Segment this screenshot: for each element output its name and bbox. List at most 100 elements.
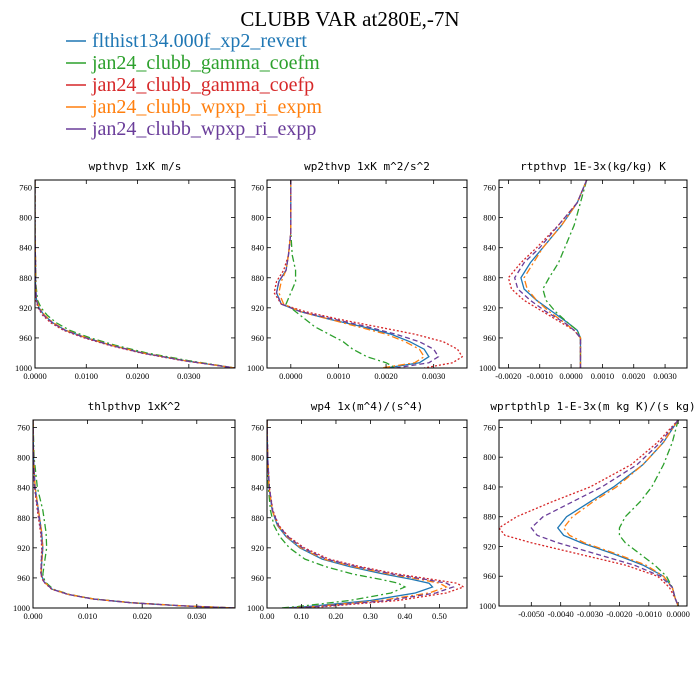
x-tick-label: 0.0030 [422, 371, 445, 381]
series-line-4 [562, 420, 679, 606]
series-line-4 [33, 420, 235, 608]
plot-frame [498, 179, 688, 369]
x-tick-label: 0.0020 [622, 371, 645, 381]
y-tick-label: 760 [19, 183, 32, 193]
y-tick-label: 960 [251, 333, 264, 343]
y-tick-label: 920 [19, 303, 32, 313]
series-line-1 [267, 420, 434, 608]
y-tick-label: 920 [483, 541, 496, 551]
plot-frame [266, 419, 468, 609]
y-tick-label: 840 [251, 483, 264, 493]
series-line-5 [275, 180, 440, 368]
y-tick-label: 960 [17, 573, 30, 583]
panel-title: wprtpthlp 1-E-3x(m kg K)/(s kg) [490, 400, 695, 413]
x-tick-label: 0.0000 [279, 371, 302, 381]
y-tick-label: 800 [19, 213, 32, 223]
series-line-2 [35, 180, 235, 368]
legend: flthist134.000f_xp2_revertjan24_clubb_ga… [66, 30, 322, 140]
figure-title: CLUBB VAR at280E,-7N [240, 7, 459, 31]
y-tick-label: 840 [17, 483, 30, 493]
x-tick-label: -0.0010 [636, 609, 662, 619]
y-tick-label: 920 [251, 543, 264, 553]
y-tick-label: 1000 [247, 603, 264, 613]
x-tick-label: -0.0020 [495, 371, 521, 381]
x-tick-label: 0.0030 [653, 371, 676, 381]
plot-frame [34, 179, 236, 369]
y-tick-label: 760 [251, 183, 264, 193]
y-tick-label: 760 [483, 422, 496, 432]
series-line-2 [267, 420, 407, 608]
y-tick-label: 760 [251, 423, 264, 433]
series-line-5 [35, 180, 235, 368]
series-line-3 [35, 180, 235, 368]
series-line-3 [33, 420, 235, 608]
series-line-5 [267, 420, 455, 608]
y-tick-label: 960 [483, 333, 496, 343]
y-tick-label: 880 [251, 513, 264, 523]
x-tick-label: 0.20 [329, 611, 344, 621]
x-tick-label: 0.10 [294, 611, 309, 621]
y-tick-label: 840 [483, 482, 496, 492]
series-line-4 [278, 180, 426, 368]
x-tick-label: 0.00 [260, 611, 275, 621]
legend-label-1: flthist134.000f_xp2_revert [92, 30, 307, 52]
y-tick-label: 800 [251, 213, 264, 223]
y-tick-label: 920 [251, 303, 264, 313]
panels: wpthvp 1xK m/s76080084088092096010000.00… [13, 160, 696, 621]
y-tick-label: 800 [17, 453, 30, 463]
series-line-1 [35, 180, 235, 368]
plot-frame [498, 419, 688, 607]
y-tick-label: 760 [17, 423, 30, 433]
panel-title: wp2thvp 1xK m^2/s^2 [304, 160, 430, 173]
x-tick-label: -0.0020 [606, 609, 632, 619]
series-line-1 [33, 420, 235, 608]
y-tick-label: 880 [251, 273, 264, 283]
series-line-3 [499, 420, 679, 606]
y-tick-label: 1000 [15, 363, 32, 373]
panel-title: rtpthvp 1E-3x(kg/kg) K [520, 160, 666, 173]
series-line-2 [618, 420, 679, 606]
y-tick-label: 800 [483, 213, 496, 223]
y-tick-label: 840 [251, 243, 264, 253]
y-tick-label: 920 [17, 543, 30, 553]
legend-label-4: jan24_clubb_wpxp_ri_expm [91, 96, 322, 118]
y-tick-label: 760 [483, 183, 496, 193]
plot-frame [32, 419, 236, 609]
series-line-5 [530, 420, 679, 606]
series-line-4 [523, 180, 588, 368]
y-tick-label: 1000 [247, 363, 264, 373]
y-tick-label: 880 [19, 273, 32, 283]
x-tick-label: 0.0100 [75, 371, 98, 381]
panel-2: wp2thvp 1xK m^2/s^2 760 800 840 880 920 960 100… [247, 160, 468, 381]
y-tick-label: 1000 [479, 601, 496, 611]
series-line-5 [33, 420, 235, 608]
x-tick-label: 0.0000 [559, 371, 582, 381]
series-line-1 [556, 420, 679, 606]
legend-label-3: jan24_clubb_gamma_coefp [91, 74, 314, 96]
series-line-4 [35, 180, 235, 368]
y-tick-label: 1000 [479, 363, 496, 373]
x-tick-label: 0.0300 [177, 371, 200, 381]
x-tick-label: 0.020 [133, 611, 152, 621]
y-tick-label: 840 [483, 243, 496, 253]
series-line-3 [507, 180, 588, 368]
plot-frame [266, 179, 468, 369]
y-tick-label: 960 [483, 571, 496, 581]
x-tick-label: -0.0050 [518, 609, 544, 619]
x-tick-label: 0.0020 [374, 371, 397, 381]
panel-title: wp4 1x(m^4)/(s^4) [311, 400, 424, 413]
x-tick-label: 0.40 [397, 611, 412, 621]
y-tick-label: 880 [17, 513, 30, 523]
legend-label-5: jan24_clubb_wpxp_ri_expp [91, 118, 316, 140]
panel-1: wpthvp 1xK m/s 760 800 840 880 920 960 10000.00… [15, 160, 236, 381]
y-tick-label: 960 [251, 573, 264, 583]
legend-label-2: jan24_clubb_gamma_coefm [91, 52, 320, 74]
panel-3: rtpthvp 1E-3x(kg/kg) K 760 800 840 880 920 960… [479, 160, 688, 381]
x-tick-label: -0.0030 [577, 609, 603, 619]
series-line-5 [513, 180, 588, 368]
panel-title: wpthvp 1xK m/s [89, 160, 182, 173]
x-tick-label: 0.0010 [327, 371, 350, 381]
panel-5: wp4 1x(m^4)/(s^4)76080084088092096010000… [247, 400, 468, 621]
x-tick-label: 0.50 [432, 611, 447, 621]
